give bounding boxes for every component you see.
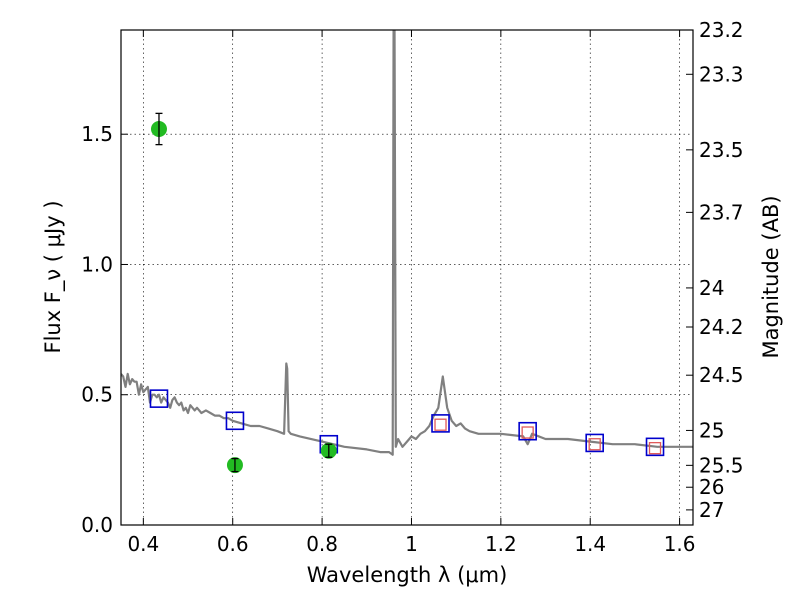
y-axis-label: Flux F_ν ( μJy ): [41, 200, 66, 353]
model-photometry-square: [225, 411, 245, 431]
mag-tick-label: 25.5: [699, 453, 744, 477]
x-tick-label: 1: [405, 532, 418, 556]
model-photometry-square: [431, 414, 450, 433]
mag-tick-label: 23.5: [699, 138, 744, 162]
model-photometry-square: [518, 421, 537, 441]
x-tick-label: 1.4: [574, 532, 606, 556]
series-layer: [121, 30, 693, 474]
x-tick-label: 0.8: [306, 532, 338, 556]
spectrum-line: [121, 30, 693, 456]
x-tick-label: 0.4: [127, 532, 159, 556]
mag-tick-label: 25: [699, 418, 724, 442]
plot-background: [121, 30, 693, 525]
observed-photometry-square: [434, 418, 447, 431]
mag-tick-label: 23.2: [699, 18, 744, 42]
right-axis-label: Magnitude (AB): [759, 195, 783, 358]
mag-tick-label: 23.3: [699, 62, 744, 86]
model-photometry-square: [645, 437, 665, 457]
plot-frame: [120, 29, 694, 526]
mag-tick-label: 24.5: [699, 363, 744, 387]
x-tick-label: 1.2: [485, 532, 517, 556]
y-tick-label: 0.5: [81, 383, 113, 407]
observed-photometry-square: [648, 441, 662, 455]
observed-photometry-square: [588, 438, 601, 451]
model-photometry-square: [585, 433, 604, 453]
x-axis-label: Wavelength λ (μm): [307, 563, 508, 587]
mag-tick-label: 24.2: [699, 315, 744, 339]
x-tick-label: 0.6: [217, 532, 249, 556]
y-tick-label: 0.0: [81, 513, 113, 537]
x-tick-label: 1.6: [664, 532, 696, 556]
mag-tick-label: 27: [699, 498, 724, 522]
model-photometry-square: [149, 389, 169, 408]
tick-layer: 0.4 0.6 0.8 1 1.2 1.4 1.6 0.0 0.5 1.0 1.5 23.2 23.3 2…: [81, 18, 743, 556]
mag-tick-label: 23.7: [699, 200, 744, 224]
mag-tick-label: 24: [699, 276, 724, 300]
y-tick-label: 1.5: [81, 122, 113, 146]
observed-photometry-square: [521, 426, 534, 439]
mag-tick-label: 26: [699, 475, 724, 499]
grid-lines: [121, 30, 693, 526]
y-tick-label: 1.0: [81, 252, 113, 276]
